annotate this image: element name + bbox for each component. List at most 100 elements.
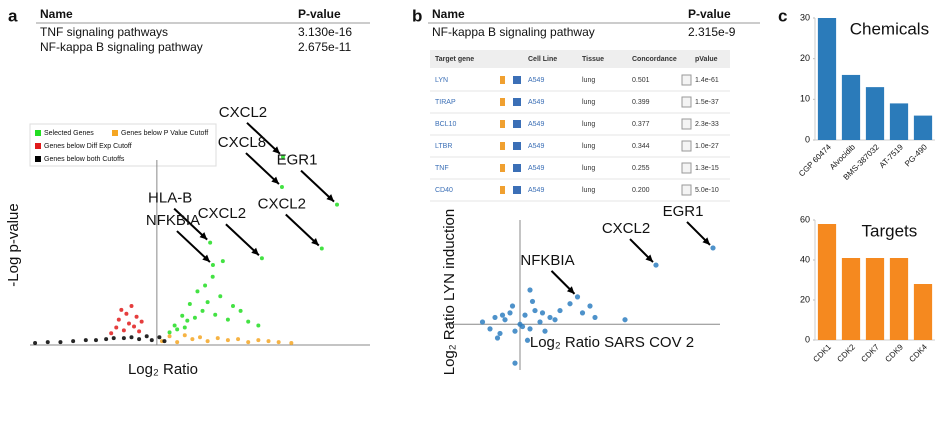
- x-tick-label: CGP 60474: [797, 142, 833, 178]
- data-point: [175, 327, 180, 332]
- data-point: [157, 335, 162, 340]
- data-point: [167, 334, 172, 339]
- data-point: [587, 303, 593, 309]
- data-point: [203, 283, 208, 288]
- data-point: [190, 337, 195, 342]
- icon: [681, 74, 692, 86]
- data-point: [220, 259, 225, 264]
- column-header: Tissue: [582, 56, 604, 63]
- chart-title: Chemicals: [850, 19, 929, 38]
- table-cell: TNF signaling pathways: [40, 25, 168, 39]
- icon: [500, 142, 505, 150]
- data-point: [218, 294, 223, 299]
- data-point: [276, 340, 281, 345]
- annotation: CXCL2: [219, 104, 267, 121]
- annotation-arrow: [176, 230, 211, 263]
- data-point: [230, 304, 235, 308]
- data-point: [129, 335, 134, 340]
- table-cell: A549: [528, 165, 544, 172]
- table-cell: BCL10: [435, 121, 457, 128]
- icon: [681, 96, 692, 108]
- annotation: NFKBIA: [520, 252, 574, 269]
- arrow-head: [272, 146, 280, 154]
- data-point: [279, 185, 284, 190]
- table-cell: 1.5e-37: [695, 99, 719, 106]
- data-point: [246, 340, 251, 345]
- table-cell: lung: [582, 99, 595, 106]
- data-point: [129, 304, 134, 308]
- bar: [913, 284, 933, 340]
- data-point: [592, 314, 598, 321]
- y-tick-label: 20: [800, 294, 810, 304]
- data-point: [532, 307, 538, 314]
- data-point: [225, 338, 230, 343]
- table-cell: 2.315e-9: [688, 25, 736, 39]
- data-point: [205, 339, 210, 344]
- data-point: [116, 317, 121, 322]
- table-cell: 0.399: [632, 99, 650, 106]
- column-header: Target gene: [435, 56, 474, 63]
- table-cell: 0.501: [632, 77, 650, 84]
- annotation: EGR1: [663, 203, 704, 220]
- data-point: [236, 337, 241, 342]
- y-axis-label: Log₂ Ratio LYN induction: [441, 209, 458, 375]
- x-tick-label: CDK2: [835, 342, 857, 364]
- table-cell: 0.344: [632, 143, 650, 150]
- table-cell: 0.377: [632, 121, 650, 128]
- data-point: [579, 310, 586, 316]
- data-point: [335, 202, 340, 207]
- annotation: NFKBIA: [146, 212, 200, 229]
- table-cell: lung: [582, 165, 595, 172]
- data-point: [195, 289, 200, 294]
- legend-swatch: [112, 130, 118, 136]
- data-point: [109, 331, 114, 336]
- arrow-head: [566, 286, 575, 294]
- table-cell: 3.130e-16: [298, 25, 352, 39]
- data-point: [132, 324, 137, 329]
- data-point: [509, 303, 516, 309]
- x-tick-label: CDK9: [883, 342, 905, 364]
- data-point: [522, 312, 528, 318]
- annotation-arrow: [225, 223, 260, 256]
- data-point: [185, 318, 190, 323]
- data-point: [527, 287, 533, 293]
- data-point: [167, 330, 172, 335]
- data-point: [33, 341, 38, 346]
- bar: [889, 103, 909, 140]
- table-cell: 0.200: [632, 187, 650, 194]
- bar: [841, 258, 861, 340]
- data-point: [557, 307, 563, 314]
- data-point: [512, 360, 518, 366]
- data-point: [238, 308, 243, 313]
- y-tick-label: 30: [800, 12, 810, 22]
- table-cell: 1.3e-15: [695, 165, 719, 172]
- bar: [841, 74, 861, 140]
- data-point: [246, 319, 251, 324]
- bar: [865, 87, 885, 140]
- bar: [817, 18, 837, 140]
- arrow-head: [326, 194, 335, 202]
- column-header: Cell Line: [528, 56, 557, 63]
- data-point: [519, 323, 526, 330]
- panel-label: b: [412, 6, 422, 25]
- icon: [500, 164, 505, 172]
- data-point: [111, 336, 116, 341]
- data-point: [83, 338, 88, 343]
- annotation-arrow: [285, 213, 320, 247]
- annotation: CXCL8: [218, 134, 266, 151]
- table-header: Name: [40, 7, 73, 21]
- column-header: pValue: [695, 56, 718, 63]
- legend-label: Selected Genes: [44, 130, 94, 137]
- data-point: [537, 319, 543, 325]
- data-point: [149, 338, 154, 343]
- data-point: [622, 317, 628, 323]
- data-point: [192, 315, 197, 320]
- annotation-arrow: [173, 207, 208, 241]
- annotation: EGR1: [277, 152, 318, 169]
- icon: [681, 162, 692, 174]
- bar: [817, 224, 837, 340]
- x-tick-label: AT-7519: [878, 142, 906, 170]
- y-tick-label: 0: [805, 334, 810, 344]
- table-cell: A549: [528, 187, 544, 194]
- arrow-head: [645, 254, 653, 263]
